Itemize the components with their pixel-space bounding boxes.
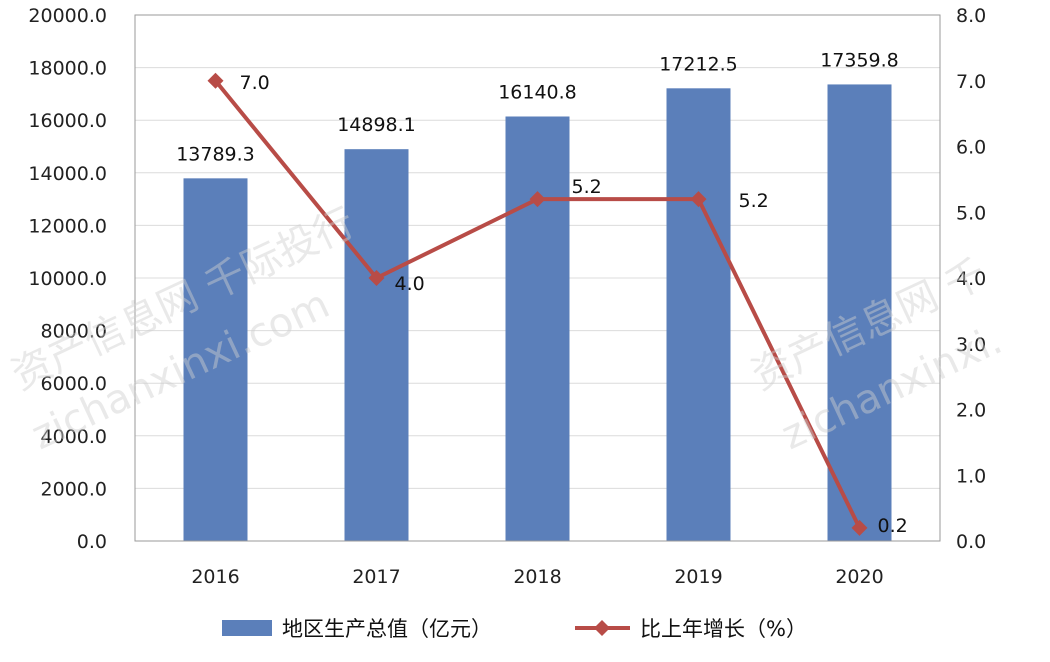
legend-label-bar: 地区生产总值（亿元）	[282, 617, 492, 641]
left-tick-label: 8000.0	[41, 321, 107, 343]
growth-value-label: 0.2	[878, 515, 908, 537]
bar-2018	[505, 116, 570, 542]
legend-swatch-bar	[222, 620, 272, 636]
left-tick-label: 14000.0	[28, 163, 107, 185]
bar-value-label: 14898.1	[337, 114, 416, 136]
left-tick-label: 12000.0	[28, 215, 107, 237]
x-tick-label: 2018	[513, 566, 561, 588]
growth-point-2017	[368, 270, 385, 286]
bar-value-label: 16140.8	[498, 81, 577, 103]
bar-value-label: 13789.3	[176, 143, 255, 165]
growth-value-label: 5.2	[739, 190, 769, 212]
right-tick-label: 7.0	[956, 71, 986, 93]
left-axis-ticks: 0.0 2000.0 4000.0 6000.0 8000.0 10000.0 12000.…	[28, 5, 107, 553]
right-tick-label: 8.0	[956, 5, 986, 27]
right-tick-label: 3.0	[956, 334, 986, 356]
bar-2019	[666, 88, 731, 541]
legend: 地区生产总值（亿元） 比上年增长（%）	[222, 617, 807, 641]
right-tick-label: 6.0	[956, 137, 986, 159]
growth-point-2020	[851, 519, 868, 536]
x-tick-label: 2019	[674, 566, 722, 588]
growth-point-2018	[529, 191, 546, 208]
left-tick-label: 20000.0	[28, 5, 107, 27]
left-tick-label: 18000.0	[28, 58, 107, 80]
bar-value-label: 17212.5	[659, 53, 738, 75]
right-tick-label: 4.0	[956, 268, 986, 290]
growth-point-2016	[207, 72, 224, 89]
plot-frame	[134, 14, 941, 542]
legend-swatch-marker	[594, 620, 610, 636]
right-tick-label: 5.0	[956, 202, 986, 224]
bar-2016	[183, 178, 248, 541]
bar-series	[183, 84, 892, 542]
right-axis-ticks: 0.0 1.0 2.0 3.0 4.0 5.0 6.0 7.0 8.0	[956, 5, 986, 553]
x-axis-ticks: 2016 2017 2018 2019 2020	[191, 566, 883, 588]
left-tick-label: 10000.0	[28, 268, 107, 290]
x-tick-label: 2020	[835, 566, 883, 588]
growth-value-label: 7.0	[240, 72, 270, 94]
left-tick-label: 0.0	[77, 531, 107, 553]
left-tick-label: 6000.0	[41, 373, 107, 395]
growth-value-label: 5.2	[572, 176, 602, 198]
right-tick-label: 0.0	[956, 531, 986, 553]
line-series	[207, 72, 868, 536]
bar-value-label: 17359.8	[820, 49, 899, 71]
left-tick-label: 16000.0	[28, 110, 107, 132]
bar-2020	[827, 84, 892, 542]
right-tick-label: 1.0	[956, 465, 986, 487]
growth-point-2019	[690, 191, 707, 208]
left-tick-label: 4000.0	[41, 426, 107, 448]
left-tick-label: 2000.0	[41, 478, 107, 500]
data-labels: 13789.3 14898.1 16140.8 17212.5 17359.8 7.0 4.…	[176, 49, 908, 536]
plot-border	[134, 14, 941, 542]
growth-value-label: 4.0	[395, 273, 425, 295]
legend-label-line: 比上年增长（%）	[640, 617, 807, 641]
x-tick-label: 2016	[191, 566, 239, 588]
right-tick-label: 2.0	[956, 400, 986, 422]
x-tick-label: 2017	[352, 566, 400, 588]
bar-2017	[344, 149, 409, 541]
